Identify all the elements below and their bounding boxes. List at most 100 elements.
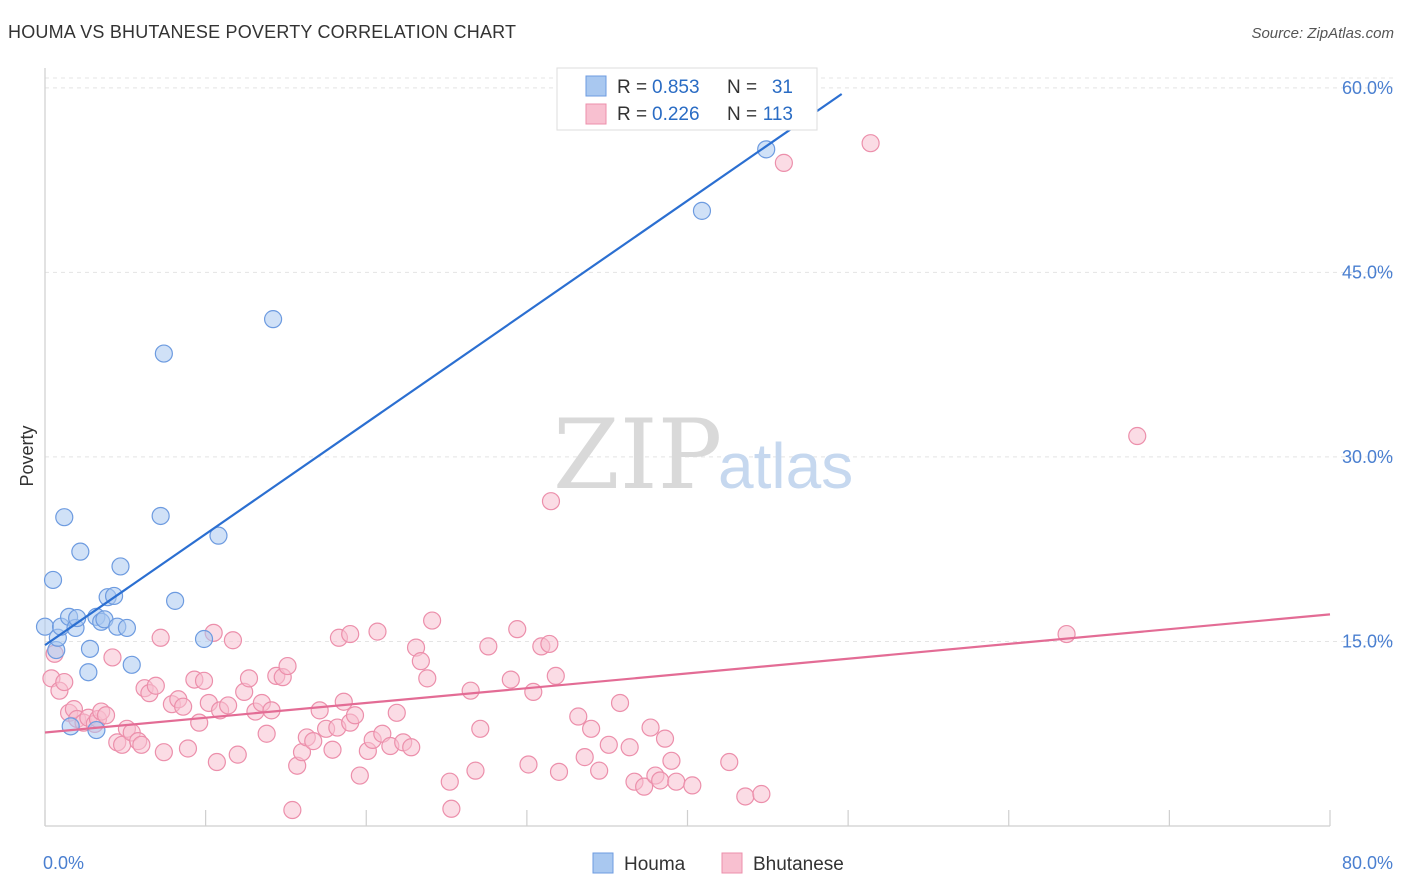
houma-point-23 [151,506,170,526]
bhutanese-point-55 [323,740,342,759]
bhutanese-point-89 [541,492,561,511]
bhutanese-point-38 [228,745,247,764]
bhutanese-point-92 [582,719,601,738]
legend-top-n-label-bhutanese: N = [727,104,757,125]
bhutanese-point-99 [641,718,660,737]
y-tick-label-45: 45.0% [1342,262,1393,282]
bhutanese-point-102 [655,729,675,748]
bhutanese-point-80 [479,637,498,656]
bhutanese-point-82 [508,620,527,639]
houma-trend-line [44,93,843,647]
x-tick-label-min: 0.0% [43,853,84,873]
houma-point-29 [692,201,712,220]
bhutanese-point-12 [96,706,116,725]
bhutanese-point-23 [151,628,170,647]
bhutanese-point-60 [350,766,369,785]
legend-top-r-label-bhutanese: R = [617,104,647,125]
grid-lines [45,77,1393,642]
bhutanese-point-81 [501,670,520,689]
houma-point-26 [194,629,214,649]
bhutanese-point-52 [304,732,323,751]
legend-top-r-label-houma: R = [617,77,647,98]
bhutanese-point-105 [683,776,702,795]
houma-point-25 [166,591,185,610]
houma-point-30 [757,140,776,159]
bhutanese-point-87 [546,666,565,686]
bhutanese-point-103 [662,751,681,770]
trend-lines [44,93,1331,734]
legend-bottom-swatch-bhutanese [721,852,743,874]
bhutanese-point-31 [194,671,214,690]
y-tick-labels: 15.0% 30.0% 45.0% 60.0% [1342,78,1393,652]
houma-point-14 [87,720,106,740]
bhutanese-point-22 [146,676,165,695]
bhutanese-point-94 [599,735,618,754]
bhutanese-point-36 [219,696,238,715]
legend-bottom-label-houma: Houma [624,854,686,875]
houma-point-20 [111,557,130,576]
bhutanese-point-24 [154,743,173,762]
bhutanese-point-112 [1128,426,1147,446]
bhutanese-point-47 [278,656,297,676]
bhutanese-point-108 [752,784,771,804]
houma-point-12 [80,639,100,658]
source-label: Source: ZipAtlas.com [1251,25,1394,42]
bhutanese-trend-line [44,613,1331,734]
bhutanese-point-53 [310,701,329,720]
series-houma-points [35,140,776,740]
houma-point-10 [71,542,90,561]
bhutanese-point-3 [55,672,74,692]
bhutanese-point-76 [442,799,461,818]
bhutanese-point-43 [257,724,276,743]
houma-point-21 [117,618,137,638]
bhutanese-point-72 [411,652,430,671]
y-axis-title: Poverty [17,425,37,486]
bhutanese-point-75 [440,772,459,791]
x-tick-label-max: 80.0% [1342,853,1393,873]
bhutanese-point-73 [418,669,437,688]
bhutanese-point-28 [178,739,198,758]
bhutanese-point-98 [635,777,654,796]
bhutanese-point-70 [402,738,421,757]
watermark: ZIP atlas [553,399,853,511]
bhutanese-point-19 [132,735,151,754]
bhutanese-point-110 [861,134,880,153]
bhutanese-point-86 [540,634,559,654]
bhutanese-point-13 [103,648,122,667]
bhutanese-point-109 [774,153,793,172]
bhutanese-point-83 [519,755,538,774]
bhutanese-point-62 [341,624,360,644]
bhutanese-point-57 [334,692,353,711]
bhutanese-point-101 [651,771,670,790]
bhutanese-point-107 [736,787,755,806]
houma-point-22 [122,655,141,674]
houma-point-27 [209,526,228,545]
legend-top: R = 0.853 N = 31 R = 0.226 N = 113 [556,67,818,131]
bhutanese-point-74 [423,611,442,630]
bhutanese-point-106 [720,752,739,772]
bhutanese-point-79 [471,719,490,738]
bhutanese-point-37 [223,631,243,650]
bhutanese-point-68 [387,703,406,722]
bhutanese-point-96 [620,738,639,757]
bhutanese-point-65 [368,622,387,641]
bhutanese-point-104 [667,772,686,791]
watermark-atlas: atlas [718,430,853,502]
legend-top-r-value-houma: 0.853 [652,77,700,98]
legend-top-swatch-houma [585,75,607,97]
chart-title: HOUMA VS BHUTANESE POVERTY CORRELATION C… [8,22,517,42]
x-tick-marks [44,810,1331,826]
houma-point-24 [154,344,173,363]
houma-point-1 [43,570,63,590]
legend-top-n-value-houma: 31 [772,77,793,98]
legend-top-n-label-houma: N = [727,77,757,98]
bhutanese-point-95 [610,693,630,713]
bhutanese-point-91 [575,748,594,767]
houma-point-28 [263,310,283,329]
y-tick-label-15: 15.0% [1342,631,1393,651]
houma-point-11 [79,663,98,682]
legend-bottom-swatch-houma [592,852,614,874]
bhutanese-point-78 [466,761,485,780]
legend-bottom-label-bhutanese: Bhutanese [753,854,844,875]
bhutanese-point-84 [524,682,543,702]
